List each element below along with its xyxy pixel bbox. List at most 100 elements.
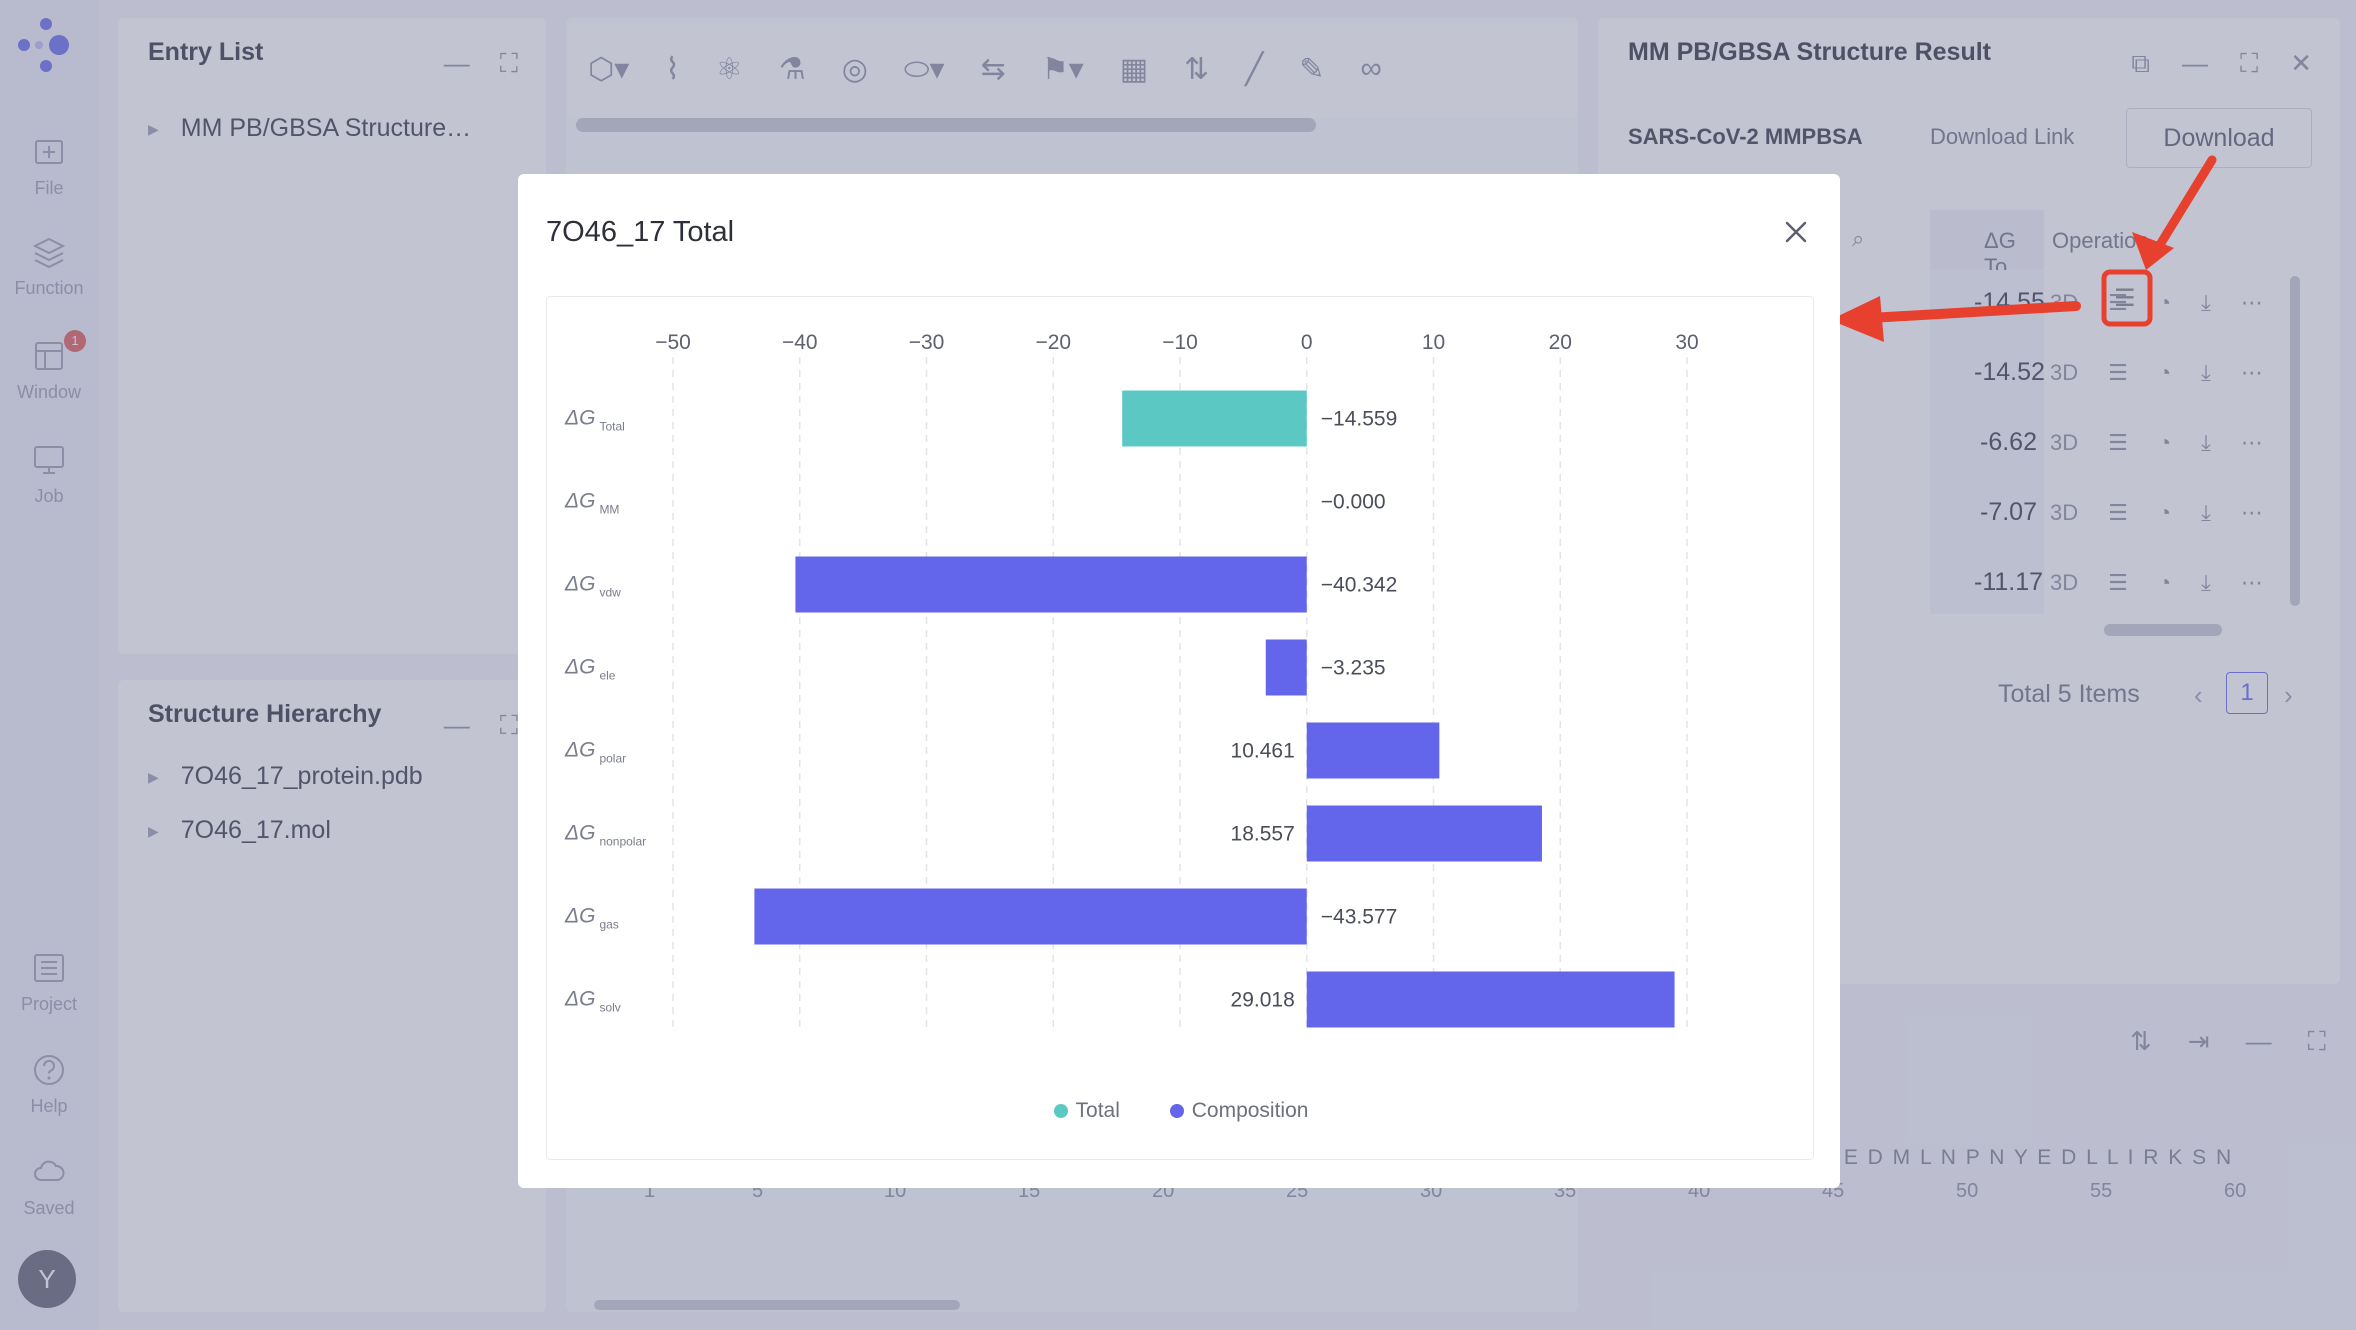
pie-chart-icon[interactable]: ◔	[2157, 290, 2172, 315]
more-icon[interactable]: ⋯	[2240, 570, 2263, 595]
highlighted-bar-chart-icon[interactable]: ☰	[2114, 285, 2136, 312]
target-icon[interactable]: ◎	[841, 53, 868, 86]
next-page-icon[interactable]: ›	[2284, 680, 2293, 710]
rail-saved[interactable]: Saved	[0, 1154, 98, 1219]
more-icon[interactable]: ⋯	[2240, 430, 2263, 455]
entry-item[interactable]: ▶ MM PB/GBSA Structure…	[148, 114, 471, 143]
col-operation-header: Operation	[2044, 210, 2294, 270]
app-logo-icon[interactable]	[15, 14, 77, 76]
hierarchy-item[interactable]: ▶ 7O46_17_protein.pdb	[148, 762, 423, 791]
bar-value-label: 18.557	[1231, 823, 1295, 846]
maximize-icon[interactable]: ⛶	[2240, 48, 2259, 78]
maximize-icon[interactable]: ⛶	[499, 710, 518, 740]
download-icon[interactable]: ⤓	[2201, 360, 2211, 385]
bar-chart-icon[interactable]: ☰	[2108, 290, 2128, 315]
rail-file[interactable]: File	[0, 134, 98, 199]
rail-help-label: Help	[30, 1096, 68, 1116]
dg-total-cell: -6.62	[1980, 428, 2037, 456]
pencil-icon[interactable]: ✎	[1299, 53, 1325, 86]
view-3d-button[interactable]: 3D	[2050, 430, 2079, 455]
view-3d-button[interactable]: 3D	[2050, 360, 2079, 385]
bar	[795, 556, 1307, 613]
page-number[interactable]: 1	[2226, 672, 2268, 714]
minimize-icon[interactable]: —	[443, 48, 470, 78]
rail-help[interactable]: Help	[0, 1052, 98, 1117]
operation-row: 3D ☰ ◔ ⤓ ⋯	[2050, 570, 2263, 596]
download-link[interactable]: Download Link	[1930, 124, 2075, 149]
rail-function-label: Function	[14, 278, 84, 298]
rail-function[interactable]: Function	[0, 234, 98, 299]
pill-icon[interactable]: ⬭▾	[903, 53, 945, 86]
pie-chart-icon[interactable]: ◔	[2157, 430, 2172, 455]
rail-window[interactable]: 1 Window	[0, 330, 98, 403]
route-icon[interactable]: ⇆	[980, 53, 1006, 86]
col-operation-label: Operation	[2052, 228, 2149, 253]
pie-chart-icon[interactable]: ◔	[2157, 500, 2172, 525]
view-3d-button[interactable]: 3D	[2050, 570, 2079, 595]
bar-chart-icon[interactable]: ☰	[2108, 430, 2128, 455]
maximize-icon[interactable]: ⛶	[499, 48, 518, 78]
table-horizontal-scrollbar[interactable]	[2104, 624, 2222, 636]
legend-item-total[interactable]: Total	[1053, 1099, 1120, 1123]
viewer-scrollbar[interactable]	[594, 1300, 960, 1310]
prev-page-icon[interactable]: ‹	[2194, 680, 2203, 710]
flask-icon[interactable]: ⚗	[778, 53, 806, 86]
link-icon[interactable]: ∞	[1360, 52, 1382, 85]
pie-chart-icon[interactable]: ◔	[2157, 360, 2172, 385]
arrow-down-line	[2153, 155, 2217, 253]
bar-chart-icon[interactable]: ☰	[2108, 570, 2128, 595]
view-3d-button[interactable]: 3D	[2050, 500, 2079, 525]
bar-chart-icon[interactable]: ☰	[2108, 360, 2128, 385]
pie-chart-icon[interactable]: ◔	[2157, 570, 2172, 595]
download-icon[interactable]: ⤓	[2201, 500, 2211, 525]
x-tick-label: −30	[909, 331, 945, 354]
bar-chart-icon[interactable]: ☰	[2108, 500, 2128, 525]
x-tick-label: −10	[1162, 331, 1198, 354]
legend-item-composition[interactable]: Composition	[1169, 1099, 1308, 1123]
download-icon[interactable]: ⤓	[2201, 430, 2211, 455]
search-icon[interactable]: ⌕	[1852, 226, 1865, 251]
table-vertical-scrollbar[interactable]	[2290, 276, 2300, 606]
minimize-icon[interactable]: —	[2182, 48, 2208, 78]
user-avatar[interactable]: Y	[18, 1250, 76, 1308]
toolbar-scrollbar[interactable]	[576, 118, 1316, 132]
helix-icon[interactable]: ⌇	[665, 53, 680, 86]
minimize-icon[interactable]: —	[2245, 1026, 2272, 1056]
caret-right-icon[interactable]: ▶	[148, 822, 159, 839]
cloud-icon	[34, 1160, 65, 1181]
bookmark-icon[interactable]: ⚑▾	[1041, 53, 1084, 86]
more-icon[interactable]: ⋯	[2240, 500, 2263, 525]
seq-tick: 55	[2090, 1180, 2113, 1202]
close-icon[interactable]: ✕	[2290, 48, 2312, 78]
hierarchy-item[interactable]: ▶ 7O46_17.mol	[148, 816, 331, 845]
bar-value-label: −3.235	[1321, 657, 1386, 680]
close-icon[interactable]	[1778, 214, 1814, 250]
molecule-icon[interactable]: ⚛	[715, 53, 743, 86]
help-icon	[34, 1055, 64, 1085]
dg-total-cell: -11.17	[1974, 568, 2044, 596]
rail-job[interactable]: Job	[0, 442, 98, 507]
y-category-label: ΔG polar	[564, 739, 626, 766]
wrap-icon[interactable]: ⇥	[2187, 1026, 2210, 1056]
col-dg-total-header[interactable]: ΔG To	[1930, 210, 2044, 279]
swap-icon[interactable]: ⇅	[1184, 53, 1210, 86]
minimize-icon[interactable]: —	[443, 710, 470, 740]
image-icon[interactable]: ▦	[1119, 53, 1149, 86]
y-category-label: ΔG MM	[564, 490, 619, 517]
download-icon[interactable]: ⤓	[2201, 290, 2211, 315]
maximize-icon[interactable]: ⛶	[2307, 1026, 2326, 1056]
caret-right-icon[interactable]: ▶	[148, 768, 159, 785]
more-icon[interactable]: ⋯	[2240, 290, 2263, 315]
rail-project[interactable]: Project	[0, 950, 98, 1015]
chart-legend: Total Composition	[547, 1099, 1815, 1124]
dg-total-cell: -14.52	[1974, 358, 2045, 386]
caret-right-icon[interactable]: ▶	[148, 120, 159, 137]
download-button[interactable]: Download	[2126, 108, 2312, 168]
download-icon[interactable]: ⤓	[2201, 570, 2211, 595]
cube-icon[interactable]: ⬡▾	[588, 53, 630, 86]
line-icon[interactable]: ╱	[1245, 53, 1264, 86]
swap-icon[interactable]: ⇅	[2130, 1026, 2152, 1056]
more-icon[interactable]: ⋯	[2240, 360, 2263, 385]
copy-window-icon[interactable]: ⧉	[2131, 48, 2150, 78]
